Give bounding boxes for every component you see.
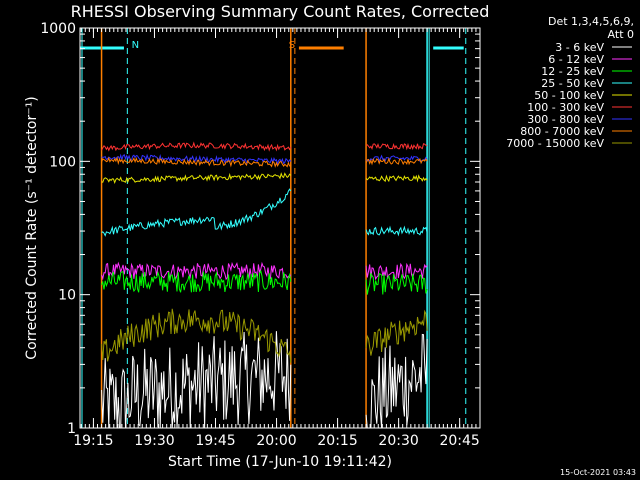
- x-tick-label: 19:15: [73, 433, 113, 449]
- x-tick-label: 20:00: [256, 433, 296, 449]
- series-line: [101, 331, 292, 429]
- y-tick-label: 1: [67, 421, 76, 437]
- chart-title: RHESSI Observing Summary Count Rates, Co…: [71, 2, 490, 21]
- series-line: [365, 271, 428, 295]
- y-tick-label: 100: [49, 154, 76, 170]
- series-line: [101, 141, 292, 152]
- legend-label: 100 - 300 keV: [527, 101, 604, 114]
- x-axis-label: Start Time (17-Jun-10 19:11:42): [168, 454, 392, 470]
- legend-label: 50 - 100 keV: [534, 89, 604, 102]
- plot-frame: [79, 27, 481, 429]
- series-line: [365, 262, 428, 281]
- series-50-100keV: [101, 172, 428, 185]
- series-line: [365, 157, 428, 166]
- legend-label: 300 - 800 keV: [527, 113, 604, 126]
- series-line: [101, 172, 292, 185]
- series-line: [101, 156, 291, 168]
- series-12-25keV: [101, 269, 428, 295]
- x-tick-label: 19:30: [134, 433, 174, 449]
- y-tick-label: 10: [58, 288, 76, 304]
- x-tick-label: 19:45: [195, 433, 235, 449]
- y-axis-label: Corrected Count Rate (s⁻¹ detector⁻¹): [24, 96, 40, 359]
- legend-label: 25 - 50 keV: [541, 77, 604, 90]
- series-800-7000keV: [101, 156, 428, 168]
- legend-label: 3 - 6 keV: [555, 41, 604, 54]
- series-line: [101, 188, 292, 237]
- series-line: [101, 269, 292, 293]
- x-axis: 19:15 19:30 19:45 20:00 20:15 20:30 20:45: [73, 28, 480, 449]
- series-100-300keV: [101, 141, 428, 152]
- legend-label: 800 - 7000 keV: [520, 125, 604, 138]
- series-3-6keV: [101, 331, 428, 429]
- x-tick-label: 20:45: [439, 433, 479, 449]
- series-line: [101, 308, 292, 363]
- marker-label: N: [132, 40, 139, 51]
- series-line: [365, 333, 428, 429]
- series-line: [365, 154, 428, 162]
- series-line: [365, 174, 428, 183]
- series-25-50keV: [101, 188, 428, 237]
- legend-label: 6 - 12 keV: [548, 53, 604, 66]
- series-line: [365, 309, 428, 356]
- series-line: [101, 153, 292, 166]
- y-axis: 1 10 100 1000: [40, 21, 480, 437]
- marker-label: S: [289, 40, 295, 51]
- series-line: [101, 261, 292, 281]
- series-6-12keV: [101, 261, 428, 281]
- series-line: [365, 142, 428, 151]
- footer-date: 15-Oct-2021 03:43: [560, 468, 636, 477]
- series-7000-15000keV: [101, 308, 428, 363]
- legend-header-detectors: Det 1,3,4,5,6,9,: [548, 15, 634, 28]
- series-line: [365, 225, 428, 237]
- x-tick-label: 20:30: [378, 433, 418, 449]
- y-tick-label: 1000: [40, 21, 76, 37]
- x-tick-label: 20:15: [317, 433, 357, 449]
- legend-label: 12 - 25 keV: [541, 65, 604, 78]
- series-300-800keV: [101, 153, 428, 166]
- legend-label: 7000 - 15000 keV: [506, 137, 604, 150]
- legend-header-attenuator: Att 0: [608, 28, 634, 41]
